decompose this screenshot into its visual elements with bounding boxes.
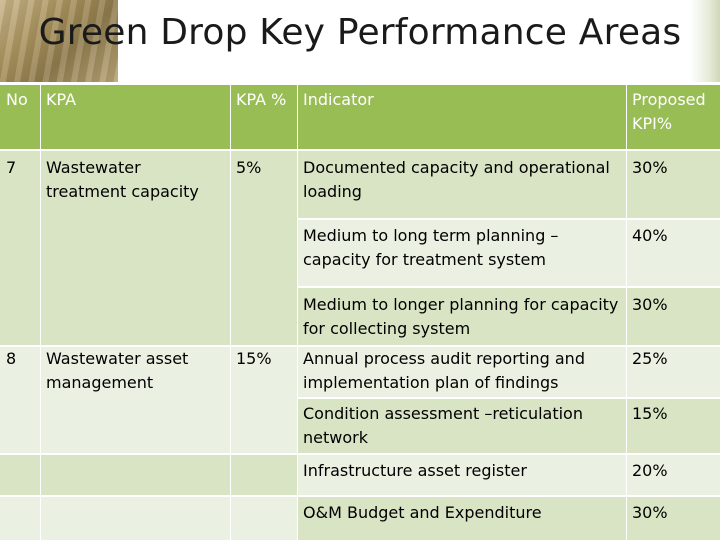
grid-line xyxy=(0,345,720,347)
kpi-cell: 30% xyxy=(626,151,720,219)
grid-line xyxy=(297,397,720,399)
grid-line xyxy=(0,149,720,151)
page-title: Green Drop Key Performance Areas xyxy=(38,12,682,53)
header-indicator: Indicator xyxy=(297,85,626,149)
header-proposed-kpi: Proposed KPI% xyxy=(626,85,720,149)
grid-line xyxy=(230,85,231,540)
empty-band xyxy=(0,496,297,540)
grid-line xyxy=(297,286,720,288)
kpa-name-cell: Wastewater treatment capacity xyxy=(40,151,230,346)
header-no: No xyxy=(0,85,40,149)
decorative-texture xyxy=(0,0,118,82)
kpi-cell: 15% xyxy=(626,398,720,454)
grid-line xyxy=(297,85,298,540)
grid-line xyxy=(626,85,627,540)
kpi-cell: 25% xyxy=(626,346,720,398)
indicator-cell: Annual process audit reporting and imple… xyxy=(297,346,626,398)
grid-line xyxy=(0,453,720,455)
header-kpa-percent: KPA % xyxy=(230,85,297,149)
grid-line xyxy=(40,85,41,540)
header-kpa: KPA xyxy=(40,85,230,149)
kpi-cell: 30% xyxy=(626,496,720,540)
decorative-photo-corner xyxy=(0,0,118,82)
kpi-cell: 40% xyxy=(626,219,720,287)
indicator-cell: Infrastructure asset register xyxy=(297,454,626,496)
indicator-cell: Documented capacity and operational load… xyxy=(297,151,626,219)
indicator-cell: Medium to long term planning – capacity … xyxy=(297,219,626,287)
indicator-cell: Medium to longer planning for capacity f… xyxy=(297,287,626,346)
indicator-cell: O&M Budget and Expenditure xyxy=(297,496,626,540)
grid-line xyxy=(297,218,720,220)
decorative-edge xyxy=(690,0,720,82)
kpi-cell: 20% xyxy=(626,454,720,496)
grid-line xyxy=(0,495,720,497)
kpi-cell: 30% xyxy=(626,287,720,346)
empty-band xyxy=(0,454,297,496)
kpa-percent-cell: 5% xyxy=(230,151,297,346)
kpa-no-cell: 7 xyxy=(0,151,40,346)
indicator-cell: Condition assessment –reticulation netwo… xyxy=(297,398,626,454)
